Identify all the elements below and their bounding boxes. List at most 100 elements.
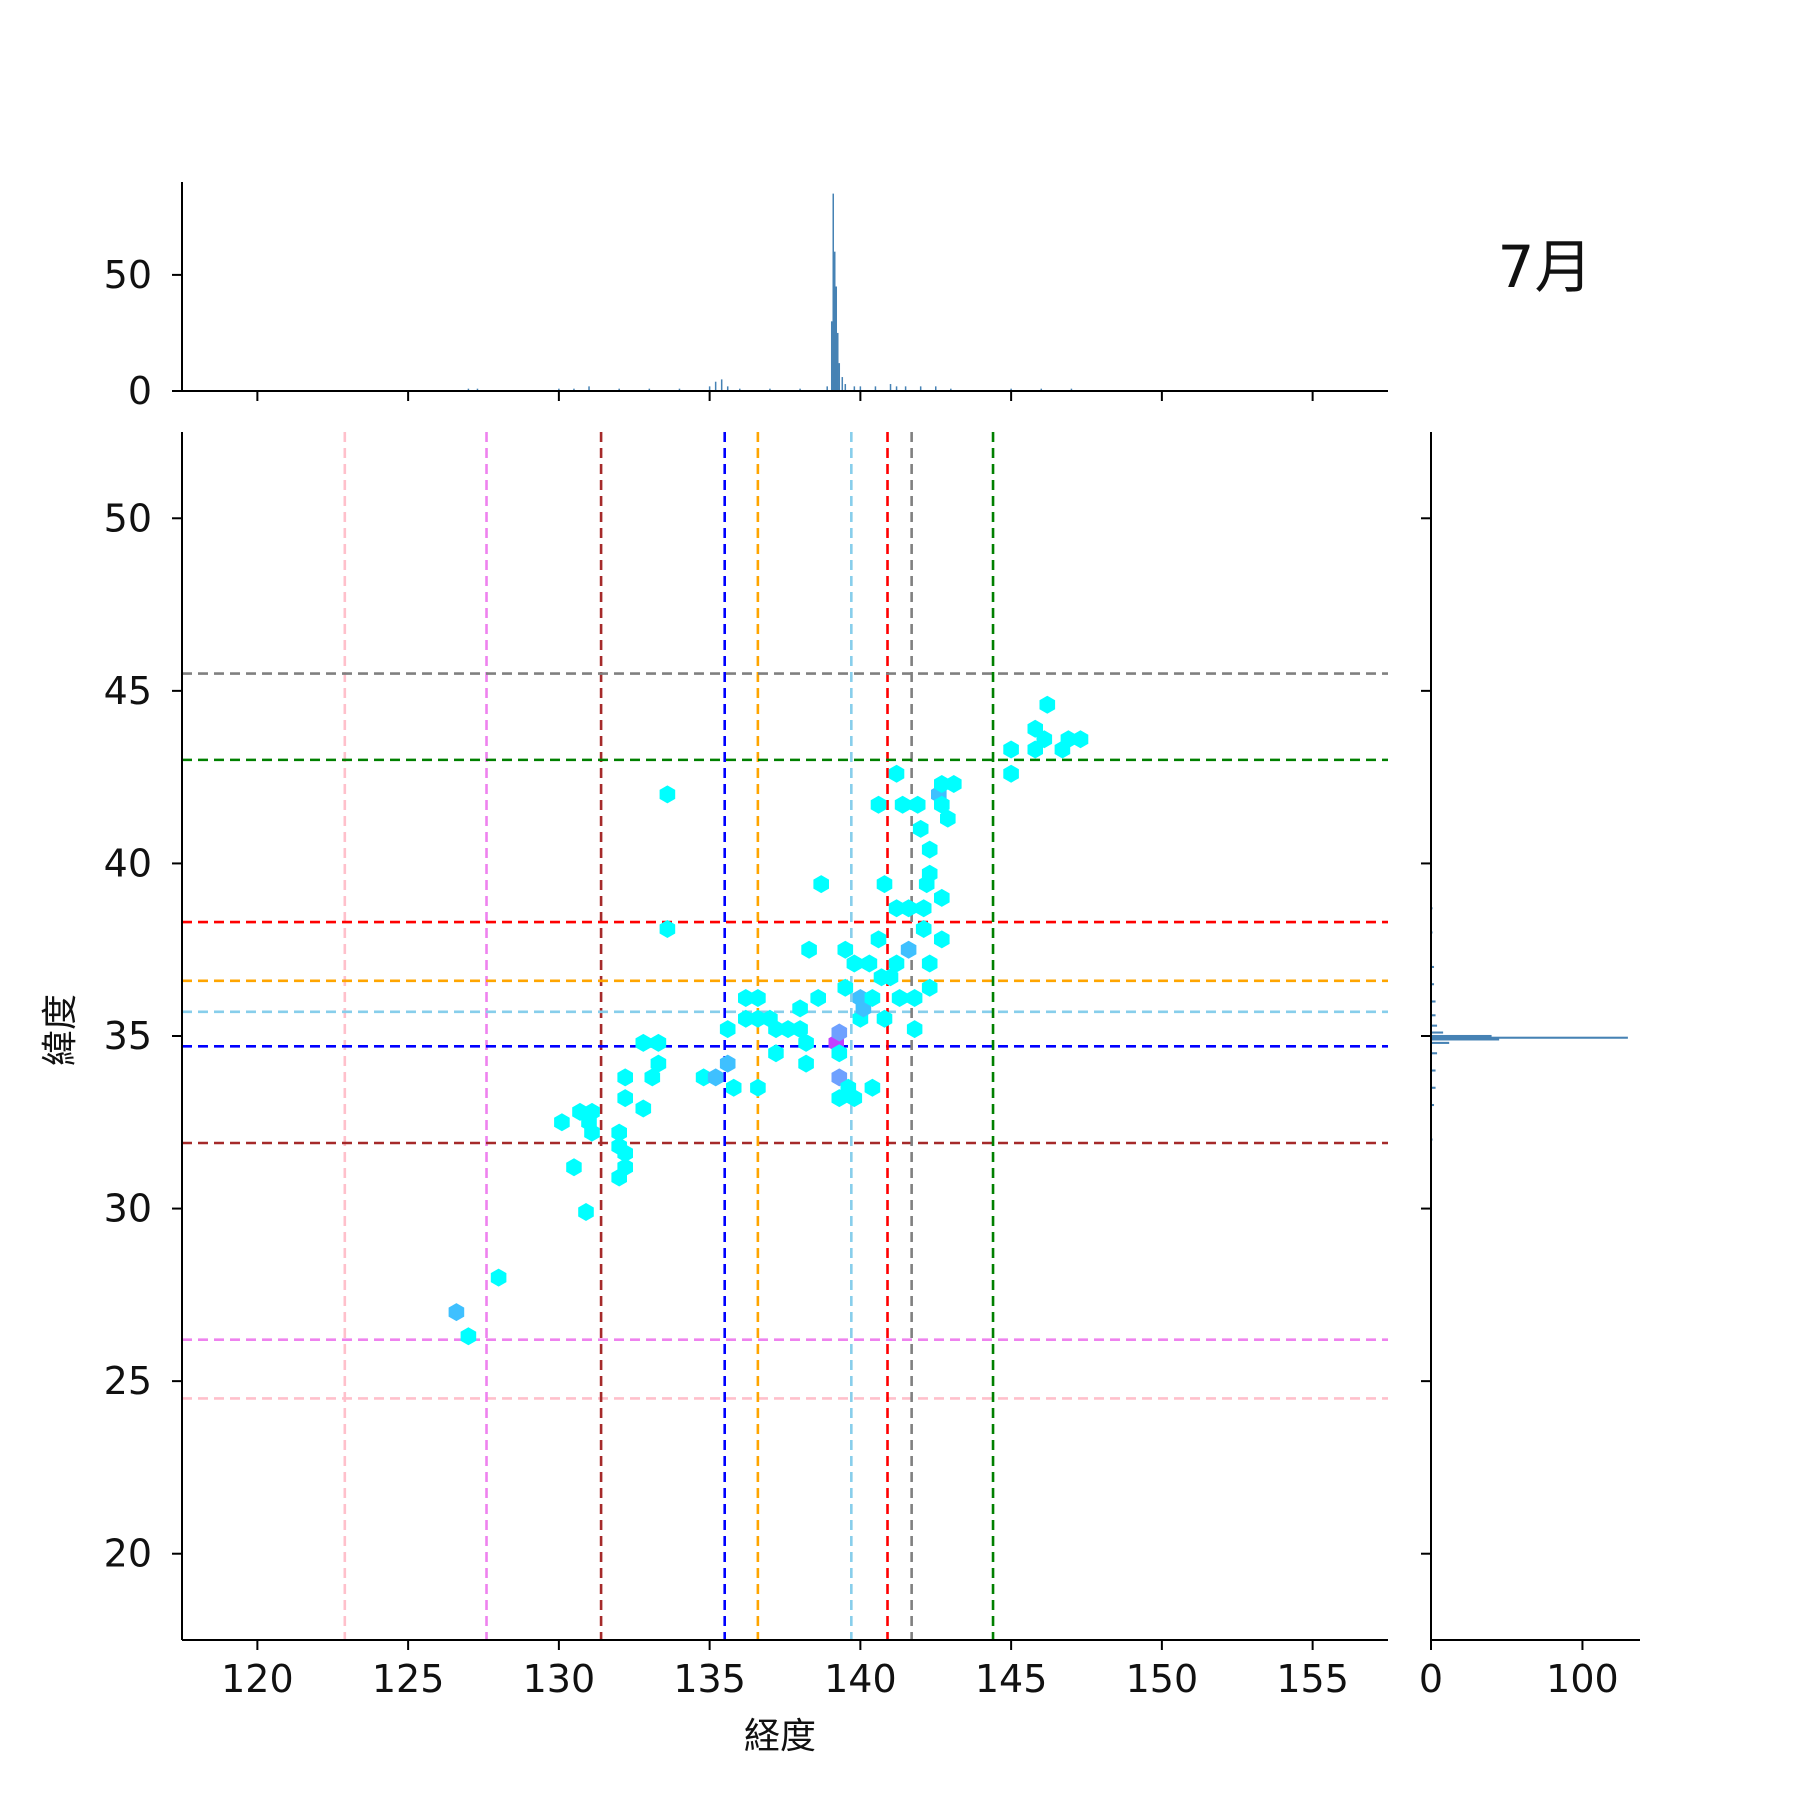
right-histogram-bar xyxy=(1431,983,1435,986)
right-histogram-bar xyxy=(1431,1024,1438,1027)
hexbin-cell xyxy=(894,795,911,814)
top-histogram-bar xyxy=(904,386,907,391)
hexbin-cell xyxy=(584,1123,600,1142)
hexbin-cell xyxy=(650,1033,667,1052)
right-histogram-bar xyxy=(1431,1034,1492,1038)
hexbin-cell xyxy=(750,1009,766,1028)
hexbin-cell xyxy=(946,775,962,793)
hexbin-cell xyxy=(900,940,917,959)
top-histogram-bar xyxy=(467,388,470,391)
top-histogram-bar xyxy=(889,384,892,391)
hexbin-cell xyxy=(801,940,817,959)
top-histogram-bar xyxy=(832,193,834,391)
y-tick-label: 35 xyxy=(104,1014,152,1058)
hexbin-cell xyxy=(912,819,929,838)
hexbin-cell xyxy=(831,1023,848,1042)
hexbin-cell xyxy=(876,875,893,894)
top-histogram-bar xyxy=(618,388,620,391)
hexbin-cell xyxy=(1003,740,1019,759)
right-histogram-axes: 0 100 xyxy=(1419,432,1640,1701)
hexbin-cell xyxy=(738,1009,754,1028)
hexbin-cell xyxy=(719,1020,736,1039)
hexbin-cell xyxy=(798,1033,814,1052)
hexbin-cell xyxy=(738,989,754,1007)
hexbin-cell xyxy=(695,1068,712,1087)
top-histogram-bar xyxy=(476,388,479,391)
x-tick-label: 135 xyxy=(673,1657,746,1701)
y-tick-label: 50 xyxy=(104,496,152,540)
top-histogram-bar xyxy=(841,377,844,391)
hexbin-cell xyxy=(1072,730,1089,749)
hexbin-cell xyxy=(934,888,950,907)
y-tick-label: 20 xyxy=(104,1532,152,1576)
hexbin-cell xyxy=(906,989,923,1007)
right-histogram-bar xyxy=(1431,1031,1444,1034)
top-histogram-bar xyxy=(950,388,952,391)
y-axis-label: 緯度 xyxy=(40,994,81,1066)
hexbin-cell xyxy=(719,1054,736,1073)
top-histogram-bar xyxy=(830,321,833,391)
hexbin-cell xyxy=(921,864,938,883)
hexbin-cell xyxy=(792,999,808,1018)
y-tick-label: 30 xyxy=(104,1187,152,1231)
hexbin-cell xyxy=(831,1044,848,1063)
top-histogram-bar xyxy=(895,386,898,391)
hexbin-cell xyxy=(617,1144,633,1163)
top-histogram-axes: 0 50 xyxy=(104,182,1388,413)
top-histogram-bar xyxy=(678,388,681,391)
right-histogram-bar xyxy=(1431,1069,1436,1072)
hexbin-cell xyxy=(837,940,854,959)
top-histogram-bar xyxy=(558,388,560,391)
hexbin-cell xyxy=(915,899,932,918)
hexbin-cell xyxy=(888,899,905,918)
right-histogram-bar xyxy=(1431,1036,1628,1039)
hexbin-cell xyxy=(617,1158,633,1177)
right-histogram-bar xyxy=(1431,1086,1436,1089)
hexbin-cell xyxy=(909,795,926,814)
hexbin-cell xyxy=(490,1268,507,1287)
top-histogram-bar xyxy=(708,386,711,391)
hexbin-cell xyxy=(921,840,938,859)
right-histogram-bar xyxy=(1431,1052,1438,1055)
hexbin-cell xyxy=(870,795,887,814)
top-histogram-bar xyxy=(838,363,841,391)
hexbin-cell xyxy=(934,775,950,793)
hexbin-cell xyxy=(864,1078,881,1097)
top-histogram-bar xyxy=(853,386,856,391)
hexbin-cell xyxy=(864,989,881,1007)
right-hist-x-tick-label: 0 xyxy=(1419,1657,1443,1701)
hexbin-cell xyxy=(650,1054,667,1073)
hexbin-cell xyxy=(891,989,908,1007)
top-histogram-bar xyxy=(934,386,937,391)
top-histogram-bar xyxy=(588,386,590,391)
top-histogram-bar xyxy=(648,388,651,391)
top-histogram-bar xyxy=(769,388,771,391)
hexbin-cell xyxy=(810,989,826,1007)
hexbin-cell xyxy=(617,1089,633,1108)
hexbin-cell xyxy=(1060,730,1077,749)
reference-lines xyxy=(182,432,1388,1640)
hexbin-cell xyxy=(554,1113,570,1132)
hexbin-cell xyxy=(940,809,956,828)
top-histogram-bar xyxy=(919,386,922,391)
hexbin-layer xyxy=(448,695,1089,1346)
hexbin-cell xyxy=(611,1123,627,1142)
hexbin-cell xyxy=(798,1054,814,1073)
right-histogram-bar xyxy=(1431,1038,1500,1041)
hexbin-cell xyxy=(934,795,950,814)
hexbin-cell xyxy=(635,1099,652,1118)
x-tick-label: 130 xyxy=(523,1657,596,1701)
hexbin-cell xyxy=(846,954,863,973)
hexbin-cell xyxy=(750,989,766,1007)
x-tick-label: 120 xyxy=(221,1657,294,1701)
hexbin-cell xyxy=(934,930,950,949)
hexbin-cell xyxy=(921,978,938,997)
top-histogram-bar xyxy=(799,388,801,391)
right-histogram-bar xyxy=(1431,1000,1436,1003)
hexbin-cell xyxy=(726,1078,742,1097)
hexbin-cell xyxy=(750,1078,766,1097)
hexbin-cell xyxy=(644,1068,661,1087)
top-histogram-bar xyxy=(859,386,862,391)
main-axes: 120 125 130 135 140 145 150 155 20 25 30 35 40 45 50 xyxy=(104,432,1388,1701)
x-axis-label: 経度 xyxy=(744,1716,816,1757)
